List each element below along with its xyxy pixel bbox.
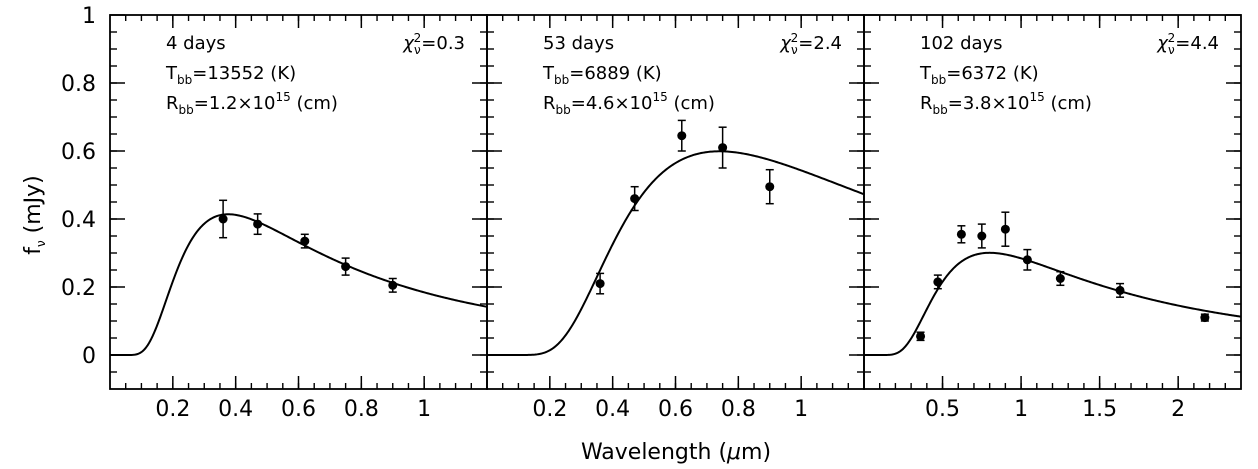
blackbody-curve [864, 251, 1242, 356]
y-tick-label: 1 [82, 4, 96, 29]
x-tick-label: 2 [1171, 397, 1185, 422]
x-tick-label: 1 [1014, 397, 1028, 422]
y-tick-label: 0.6 [61, 140, 96, 165]
x-tick-label: 0.6 [281, 397, 316, 422]
panel-1: 0.2 0.4 0.6 0.8 1 0 0.2 0.4 0.6 0.8 1 4 days Tbb=135… [61, 4, 488, 422]
data-point [218, 214, 228, 224]
radius-label: Rbb=4.6×1015 (cm) [543, 90, 715, 117]
y-axis-label: fν (mJy) [21, 175, 48, 255]
blackbody-curve [110, 213, 488, 356]
y-tick-label: 0.4 [61, 208, 96, 233]
panel-3: 0.5 1 1.5 2 102 days Tbb=6372 (K) Rbb=3.8×1015… [863, 14, 1242, 422]
data-point [718, 143, 728, 153]
x-tick-label: 0.8 [721, 397, 756, 422]
panel-frame [863, 14, 1242, 390]
data-point [1200, 313, 1210, 323]
x-tick-label: 1.5 [1082, 397, 1117, 422]
x-tick-label: 0.2 [532, 397, 567, 422]
panel-2: 0.2 0.4 0.6 0.8 1 53 days Tbb=6889 (K) Rbb=4.6×… [486, 14, 865, 422]
data-point [677, 131, 687, 141]
chi-square-label: χν2=0.3 [402, 31, 465, 57]
data-point [595, 279, 605, 289]
temperature-label: Tbb=6889 (K) [542, 63, 662, 87]
data-point [341, 262, 351, 272]
data-point [956, 229, 966, 239]
epoch-label: 102 days [920, 33, 1003, 54]
temperature-label: Tbb=13552 (K) [165, 63, 296, 87]
data-point [1000, 224, 1010, 234]
data-point [253, 219, 263, 229]
chi-square-label: χν2=2.4 [779, 31, 842, 57]
x-tick-label: 0.2 [155, 397, 190, 422]
plot-layer: 0.2 0.4 0.6 0.8 1 0 0.2 0.4 0.6 0.8 1 4 days Tbb=135… [61, 4, 1242, 422]
data-point [630, 194, 640, 204]
data-point [388, 280, 398, 290]
data-point [1055, 274, 1065, 283]
epoch-label: 53 days [543, 33, 614, 54]
x-tick-label: 0.4 [218, 397, 253, 422]
radius-label: Rbb=1.2×1015 (cm) [166, 90, 338, 117]
chi-square-label: χν2=4.4 [1156, 31, 1219, 57]
blackbody-curve [487, 150, 865, 356]
y-tick-label: 0.2 [61, 276, 96, 301]
y-tick-label: 0 [82, 344, 96, 369]
data-point [1115, 285, 1125, 295]
data-point [916, 331, 926, 341]
data-point [977, 231, 987, 241]
x-tick-label: 0.6 [658, 397, 693, 422]
x-tick-label: 0.8 [344, 397, 379, 422]
data-point [1022, 255, 1032, 265]
data-point [933, 277, 943, 287]
y-tick-label: 0.8 [61, 72, 96, 97]
x-axis-label: Wavelength (μm) [581, 440, 771, 465]
temperature-label: Tbb=6372 (K) [919, 63, 1039, 87]
radius-label: Rbb=3.8×1015 (cm) [920, 90, 1092, 117]
data-point [300, 236, 310, 246]
x-tick-label: 1 [417, 397, 431, 422]
x-tick-label: 0.4 [595, 397, 630, 422]
x-tick-label: 1 [794, 397, 808, 422]
epoch-label: 4 days [166, 33, 226, 54]
data-point [765, 182, 775, 192]
x-tick-label: 0.5 [925, 397, 960, 422]
